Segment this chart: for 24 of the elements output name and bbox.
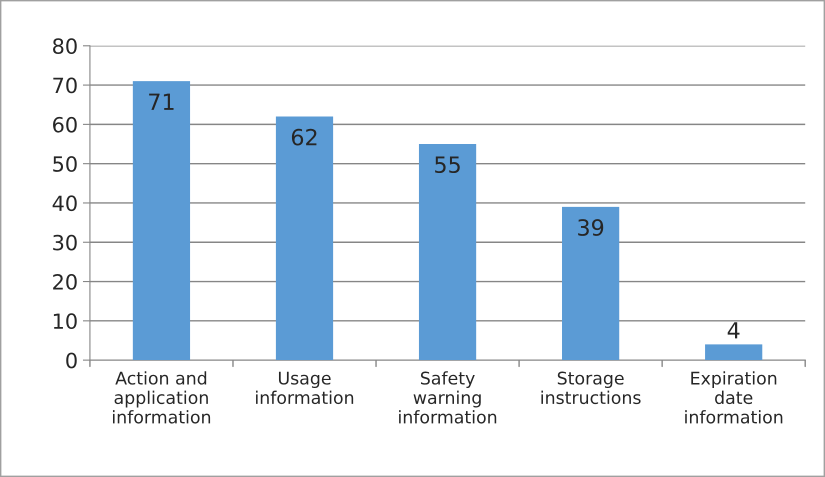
y-tick-label: 40 [52,195,77,212]
data-label: 4 [728,322,740,338]
x-tick-label: Storage instructions [541,372,641,404]
y-tick-label: 0 [66,352,77,368]
data-label: 39 [578,219,604,236]
y-tick-label: 80 [53,38,77,54]
bar [705,344,762,360]
y-tick-label: 10 [54,313,77,330]
y-tick-label: 20 [53,274,77,290]
y-tick-label: 60 [53,116,77,133]
data-label: 62 [292,128,316,146]
bar [276,116,334,360]
x-tick-label: Usage information [256,372,354,404]
x-tick-label: Safety warning information [399,371,496,424]
bar [418,144,476,360]
data-label: 55 [435,156,460,174]
y-tick-label: 50 [53,156,77,172]
x-tick-label: Expiration date information [685,371,782,424]
data-label: 71 [149,94,174,110]
bar [562,206,620,360]
bar [132,81,190,360]
y-tick-label: 30 [53,234,77,250]
x-tick-label: Action and application information [112,371,210,424]
y-tick-label: 70 [53,78,77,94]
